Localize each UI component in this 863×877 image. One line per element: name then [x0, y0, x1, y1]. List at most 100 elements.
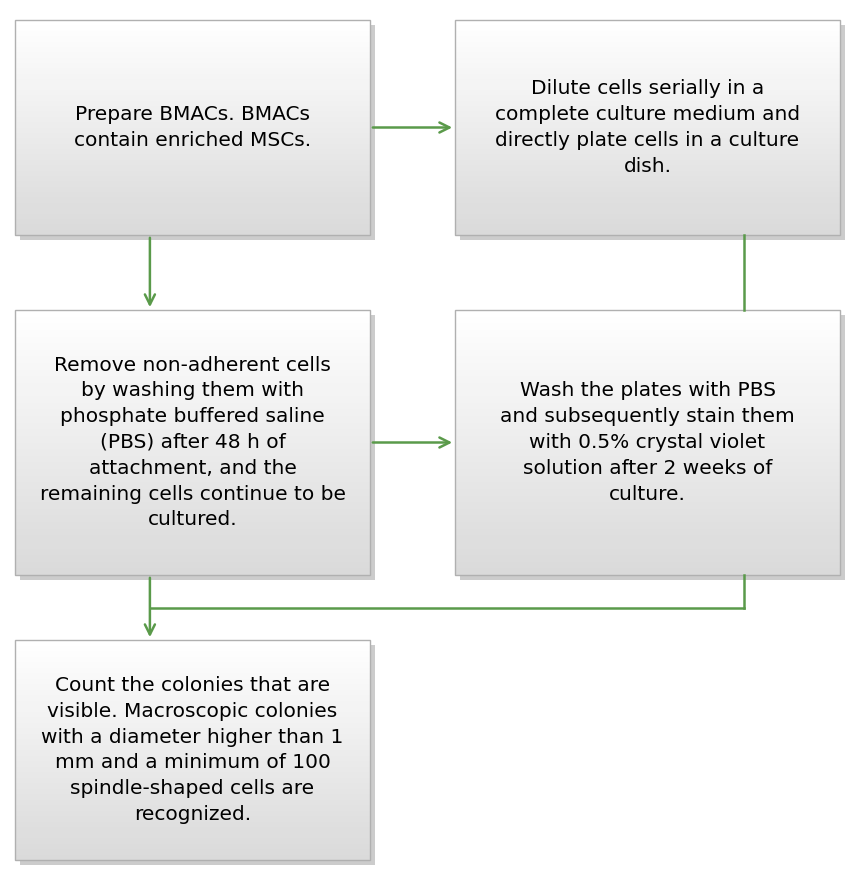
Bar — [455, 343, 840, 350]
Bar — [15, 783, 370, 789]
Bar — [15, 310, 370, 317]
Bar — [15, 794, 370, 800]
Bar — [15, 766, 370, 773]
Bar — [455, 350, 840, 357]
Bar — [455, 117, 840, 123]
Bar — [15, 208, 370, 214]
Bar — [455, 63, 840, 69]
Bar — [455, 310, 840, 317]
Bar — [15, 667, 370, 674]
Bar — [15, 849, 370, 855]
Bar — [455, 149, 840, 155]
Bar — [455, 165, 840, 171]
Bar — [15, 416, 370, 423]
Bar — [455, 363, 840, 370]
Bar — [15, 469, 370, 476]
Bar — [15, 429, 370, 437]
Text: Dilute cells serially in a
complete culture medium and
directly plate cells in a: Dilute cells serially in a complete cult… — [495, 80, 800, 175]
Bar — [455, 509, 840, 516]
Bar — [15, 542, 370, 549]
FancyBboxPatch shape — [20, 645, 375, 865]
Bar — [455, 197, 840, 203]
Bar — [455, 396, 840, 403]
Bar — [15, 363, 370, 370]
Bar — [455, 68, 840, 75]
Bar — [455, 548, 840, 556]
Bar — [15, 805, 370, 811]
Bar — [15, 403, 370, 410]
Bar — [15, 20, 370, 26]
Bar — [15, 838, 370, 844]
Bar — [455, 376, 840, 383]
Text: Remove non-adherent cells
by washing them with
phosphate buffered saline
(PBS) a: Remove non-adherent cells by washing the… — [40, 356, 345, 529]
Bar — [15, 827, 370, 833]
Bar — [15, 376, 370, 383]
Bar — [455, 213, 840, 219]
Bar — [455, 568, 840, 575]
Bar — [15, 645, 370, 652]
Text: Count the colonies that are
visible. Macroscopic colonies
with a diameter higher: Count the colonies that are visible. Mac… — [41, 676, 343, 824]
Bar — [455, 208, 840, 214]
Bar — [15, 383, 370, 390]
Bar — [15, 503, 370, 510]
Bar — [15, 337, 370, 344]
Bar — [15, 684, 370, 690]
Bar — [15, 723, 370, 729]
Bar — [15, 369, 370, 377]
Bar — [15, 213, 370, 219]
Bar — [455, 219, 840, 225]
Bar — [15, 389, 370, 396]
Bar — [455, 192, 840, 198]
Bar — [455, 496, 840, 503]
Bar — [15, 68, 370, 75]
Text: Wash the plates with PBS
and subsequently stain them
with 0.5% crystal violet
so: Wash the plates with PBS and subsequentl… — [501, 381, 795, 503]
Bar — [15, 350, 370, 357]
Bar — [15, 317, 370, 324]
Bar — [15, 832, 370, 838]
Bar — [15, 63, 370, 69]
Bar — [455, 176, 840, 182]
Bar — [15, 436, 370, 443]
Bar — [15, 739, 370, 745]
Bar — [15, 139, 370, 144]
Bar — [15, 640, 370, 646]
Bar — [455, 203, 840, 209]
Bar — [455, 79, 840, 85]
Bar — [15, 475, 370, 482]
Bar — [15, 58, 370, 63]
Bar — [15, 816, 370, 822]
Bar — [15, 170, 370, 176]
Bar — [15, 324, 370, 331]
Bar — [15, 192, 370, 198]
Bar — [455, 324, 840, 331]
Bar — [15, 74, 370, 80]
Bar — [15, 111, 370, 118]
Bar — [15, 651, 370, 657]
Bar — [455, 182, 840, 187]
Bar — [15, 496, 370, 503]
Bar — [15, 122, 370, 128]
Bar — [15, 568, 370, 575]
Bar — [455, 522, 840, 529]
Bar — [15, 101, 370, 106]
Bar — [15, 53, 370, 58]
Bar — [15, 160, 370, 166]
Bar — [15, 822, 370, 828]
Bar — [15, 219, 370, 225]
Bar — [15, 187, 370, 192]
Bar — [455, 449, 840, 456]
Bar — [15, 555, 370, 562]
Bar — [455, 96, 840, 101]
FancyBboxPatch shape — [20, 315, 375, 580]
Bar — [455, 31, 840, 37]
Bar — [15, 225, 370, 230]
Bar — [15, 41, 370, 47]
Bar — [15, 133, 370, 139]
Bar — [15, 535, 370, 542]
Bar — [15, 449, 370, 456]
Bar — [455, 469, 840, 476]
Bar — [455, 187, 840, 192]
Bar — [15, 462, 370, 469]
Bar — [15, 46, 370, 53]
Bar — [455, 53, 840, 58]
